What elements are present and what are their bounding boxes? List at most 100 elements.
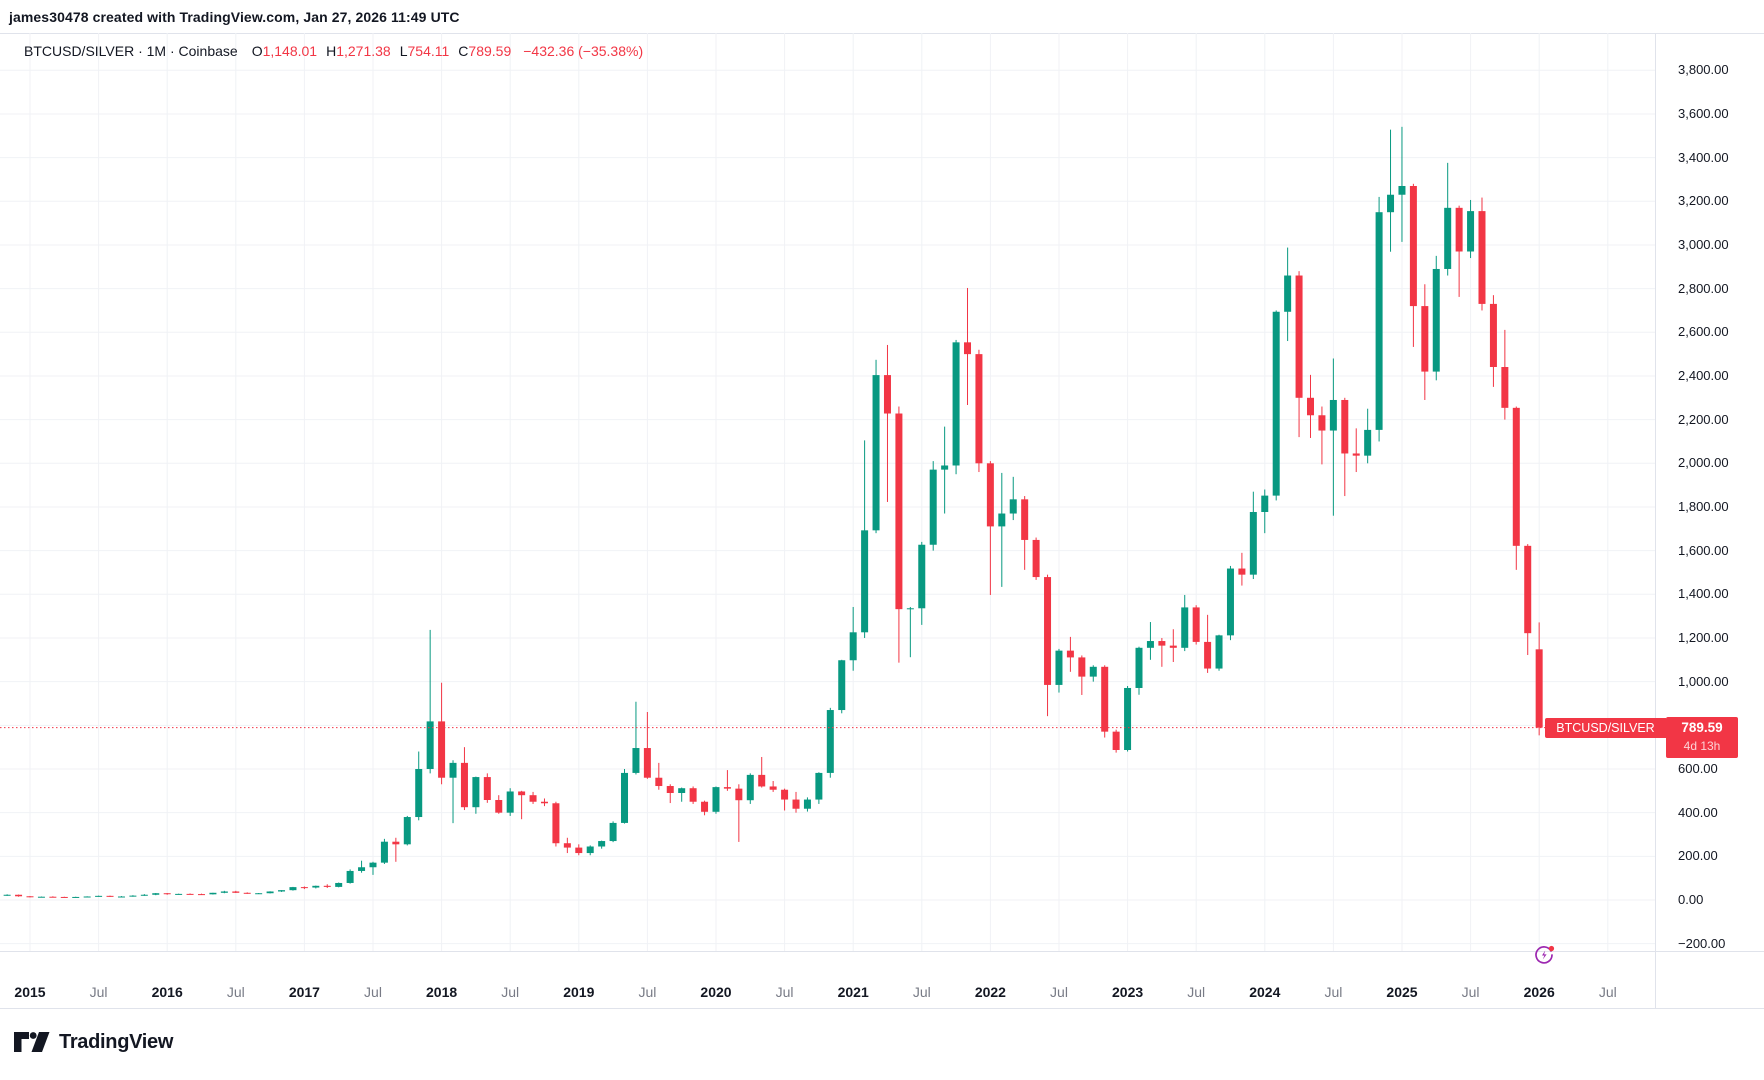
candle-body: [815, 772, 823, 800]
candle-wick: [909, 606, 911, 658]
time-axis-year-label: 2022: [974, 984, 1006, 1000]
candle-body: [964, 342, 972, 355]
time-axis-year-label: 2020: [700, 984, 732, 1000]
candle-body: [209, 892, 217, 895]
candle-body: [495, 799, 503, 813]
candle-body: [197, 894, 205, 896]
candle-body: [1021, 499, 1029, 540]
candle-body: [15, 894, 23, 897]
candle-body: [3, 894, 11, 896]
candle-body: [426, 721, 434, 769]
candle-wick: [669, 784, 671, 804]
candle-body: [1432, 268, 1440, 372]
candle-body: [609, 822, 617, 842]
candle-body: [1226, 568, 1234, 636]
event-marker-icon[interactable]: [1533, 944, 1555, 966]
time-axis-year-label: 2025: [1386, 984, 1418, 1000]
candle-body: [60, 896, 68, 898]
candle-body: [895, 413, 903, 610]
candle-wick: [761, 756, 763, 788]
tradingview-logo-icon: [14, 1032, 50, 1052]
candle-body: [1375, 212, 1383, 430]
candle-body: [655, 777, 663, 787]
candle-body: [232, 891, 240, 893]
candle-body: [392, 841, 400, 845]
candle-body: [312, 885, 320, 888]
candle-body: [746, 774, 754, 801]
time-axis-year-label: 2016: [151, 984, 183, 1000]
candle-body: [883, 375, 891, 414]
price-axis-label: 1,000.00: [1678, 673, 1729, 689]
time-axis-month-label: Jul: [1187, 984, 1206, 1000]
price-axis-label: 2,800.00: [1678, 280, 1729, 296]
candle-wick: [1321, 406, 1323, 465]
candle-body: [769, 786, 777, 790]
time-axis-month-label: Jul: [1461, 984, 1480, 1000]
candle-body: [106, 895, 114, 897]
candle-body: [1261, 495, 1269, 512]
candle-body: [632, 748, 640, 773]
time-axis-month-label: Jul: [638, 984, 657, 1000]
candle-body: [1535, 649, 1543, 728]
candle-body: [563, 843, 571, 848]
candle-body: [1421, 306, 1429, 372]
candle-body: [163, 893, 171, 895]
candle-body: [186, 893, 194, 895]
candle-body: [1055, 650, 1063, 685]
candle-body: [95, 895, 103, 897]
candle-wick: [1355, 428, 1357, 473]
candle-body: [1089, 666, 1097, 677]
price-axis-label: 600.00: [1678, 760, 1718, 776]
bar-countdown: 4d 13h: [1683, 739, 1721, 754]
candle-wick: [395, 837, 397, 862]
price-axis-label: 3,000.00: [1678, 236, 1729, 252]
price-axis-label: 1,200.00: [1678, 629, 1729, 645]
candle-body: [838, 660, 846, 711]
price-axis-label: 3,600.00: [1678, 105, 1729, 121]
low-value: 754.11: [407, 43, 450, 59]
candle-body: [1409, 185, 1417, 307]
candle-body: [849, 632, 857, 661]
candle-wick: [681, 787, 683, 802]
candle-body: [735, 788, 743, 801]
candle-body: [621, 772, 629, 823]
price-axis-label: −200.00: [1678, 935, 1726, 951]
candle-body: [1306, 397, 1314, 416]
candle-wick: [738, 784, 740, 842]
candle-body: [1478, 211, 1486, 304]
tradingview-logo[interactable]: TradingView: [14, 1030, 173, 1054]
candle-body: [1501, 367, 1509, 408]
candle-body: [1352, 453, 1360, 456]
time-axis-month-label: Jul: [775, 984, 794, 1000]
candle-body: [689, 788, 697, 802]
low-label: L: [399, 43, 408, 59]
open-label: O: [251, 43, 263, 59]
symbol-legend[interactable]: BTCUSD/SILVER · 1M · Coinbase O 1,148.01 …: [24, 43, 643, 59]
candle-body: [518, 791, 526, 796]
high-value: 1,271.38: [336, 43, 391, 59]
change-value: −432.36 (−35.38%): [523, 43, 644, 59]
candle-body: [1455, 207, 1463, 252]
candle-body: [998, 513, 1006, 527]
candle-body: [49, 896, 57, 898]
candle-body: [861, 530, 869, 633]
candle-wick: [635, 701, 637, 775]
candle-body: [872, 375, 880, 531]
time-axis-month-label: Jul: [1598, 984, 1617, 1000]
price-axis-label: 2,600.00: [1678, 324, 1729, 340]
candle-body: [826, 710, 834, 773]
time-axis-month-label: Jul: [226, 984, 245, 1000]
time-axis-year-label: 2021: [837, 984, 869, 1000]
candle-body: [380, 841, 388, 863]
candle-wick: [372, 861, 374, 875]
price-axis-label: 3,800.00: [1678, 62, 1729, 78]
candle-body: [803, 799, 811, 809]
candle-body: [529, 795, 537, 802]
price-axis-label: 1,800.00: [1678, 498, 1729, 514]
candle-body: [72, 896, 80, 898]
time-axis-year-label: 2015: [14, 984, 46, 1000]
candle-body: [1284, 275, 1292, 312]
candle-body: [712, 787, 720, 812]
high-label: H: [326, 43, 337, 59]
